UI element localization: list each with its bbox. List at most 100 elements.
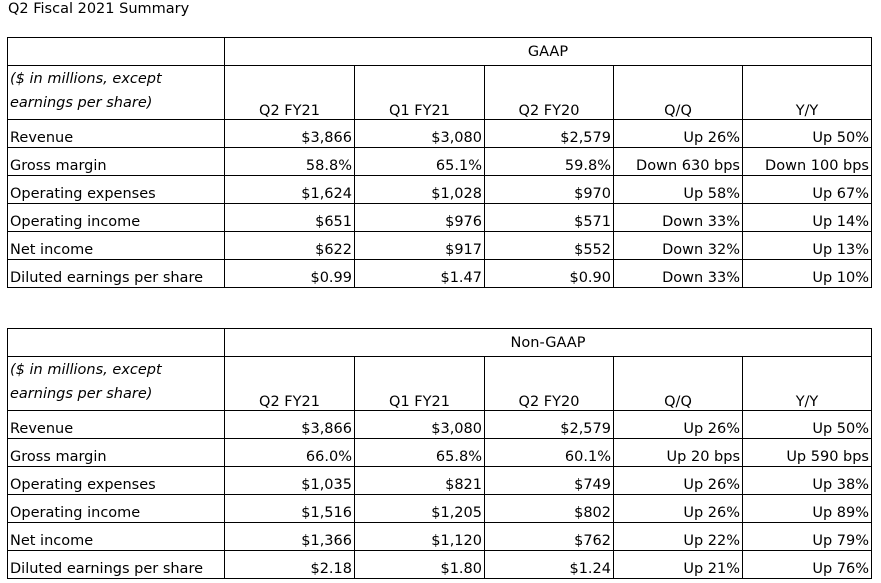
table-cell: $749 xyxy=(484,466,614,495)
table-cell: Up 89% xyxy=(742,494,872,523)
table-cell: $1,366 xyxy=(224,522,355,551)
section-header-row: GAAP xyxy=(7,37,872,66)
column-header: Q2 FY20 xyxy=(484,356,614,411)
table-cell: Up 79% xyxy=(742,522,872,551)
table-cell: Up 26% xyxy=(613,410,743,439)
row-label: Revenue xyxy=(7,410,225,439)
table-cell: Up 21% xyxy=(613,550,743,579)
table-cell: $3,080 xyxy=(354,410,485,439)
table-cell: Up 26% xyxy=(613,466,743,495)
table-cell: $976 xyxy=(354,203,485,232)
column-header-row: ($ in millions, except earnings per shar… xyxy=(7,356,872,411)
page-title: Q2 Fiscal 2021 Summary xyxy=(8,1,190,17)
table-cell: $1,028 xyxy=(354,175,485,204)
table-cell: Up 13% xyxy=(742,231,872,260)
row-label: Operating income xyxy=(7,203,225,232)
table-cell: Up 26% xyxy=(613,494,743,523)
table-row: Operating expenses $1,624 $1,028 $970 Up… xyxy=(7,175,872,204)
column-header: Q1 FY21 xyxy=(354,65,485,120)
table-cell: Up 58% xyxy=(613,175,743,204)
table-cell: $802 xyxy=(484,494,614,523)
row-label: Operating expenses xyxy=(7,175,225,204)
table-cell: $1,516 xyxy=(224,494,355,523)
column-header: Q1 FY21 xyxy=(354,356,485,411)
column-header: Q2 FY20 xyxy=(484,65,614,120)
table-cell: $2,579 xyxy=(484,119,614,148)
table-cell: Down 100 bps xyxy=(742,147,872,176)
unit-label: ($ in millions, except earnings per shar… xyxy=(7,356,225,411)
table-row: Diluted earnings per share $0.99 $1.47 $… xyxy=(7,259,872,288)
table-cell: 60.1% xyxy=(484,438,614,467)
table-cell: Up 20 bps xyxy=(613,438,743,467)
column-header: Y/Y xyxy=(742,65,872,120)
row-label: Operating expenses xyxy=(7,466,225,495)
table-cell: $0.99 xyxy=(224,259,355,288)
table-cell: 65.8% xyxy=(354,438,485,467)
table-cell: $1.24 xyxy=(484,550,614,579)
table-row: Revenue $3,866 $3,080 $2,579 Up 26% Up 5… xyxy=(7,119,872,148)
table-row: Net income $1,366 $1,120 $762 Up 22% Up … xyxy=(7,522,872,551)
table-cell: Up 22% xyxy=(613,522,743,551)
table-cell: $3,866 xyxy=(224,410,355,439)
section-spacer xyxy=(7,37,225,66)
table-cell: Down 33% xyxy=(613,203,743,232)
table-row: Operating income $1,516 $1,205 $802 Up 2… xyxy=(7,494,872,523)
table-cell: $1.80 xyxy=(354,550,485,579)
table-row: Gross margin 58.8% 65.1% 59.8% Down 630 … xyxy=(7,147,872,176)
table-cell: $970 xyxy=(484,175,614,204)
column-header: Q/Q xyxy=(613,356,743,411)
row-label: Diluted earnings per share xyxy=(7,550,225,579)
section-title: Non-GAAP xyxy=(224,328,872,357)
table-cell: $917 xyxy=(354,231,485,260)
table-cell: 59.8% xyxy=(484,147,614,176)
table-cell: $1.47 xyxy=(354,259,485,288)
column-header: Q/Q xyxy=(613,65,743,120)
table-cell: 58.8% xyxy=(224,147,355,176)
table-cell: $2,579 xyxy=(484,410,614,439)
unit-label: ($ in millions, except earnings per shar… xyxy=(7,65,225,120)
table-cell: $571 xyxy=(484,203,614,232)
table-row: Net income $622 $917 $552 Down 32% Up 13… xyxy=(7,231,872,260)
table-cell: $3,866 xyxy=(224,119,355,148)
column-header: Y/Y xyxy=(742,356,872,411)
non-gaap-summary-table: Non-GAAP ($ in millions, except earnings… xyxy=(7,328,872,579)
table-row: Operating expenses $1,035 $821 $749 Up 2… xyxy=(7,466,872,495)
table-cell: Up 26% xyxy=(613,119,743,148)
table-cell: Up 10% xyxy=(742,259,872,288)
row-label: Net income xyxy=(7,231,225,260)
section-spacer xyxy=(7,328,225,357)
table-cell: Down 32% xyxy=(613,231,743,260)
table-row: Operating income $651 $976 $571 Down 33%… xyxy=(7,203,872,232)
table-cell: $1,624 xyxy=(224,175,355,204)
table-cell: $622 xyxy=(224,231,355,260)
table-cell: $552 xyxy=(484,231,614,260)
row-label: Diluted earnings per share xyxy=(7,259,225,288)
table-cell: Down 630 bps xyxy=(613,147,743,176)
table-cell: Down 33% xyxy=(613,259,743,288)
row-label: Gross margin xyxy=(7,438,225,467)
table-row: Gross margin 66.0% 65.8% 60.1% Up 20 bps… xyxy=(7,438,872,467)
table-cell: $821 xyxy=(354,466,485,495)
table-cell: $651 xyxy=(224,203,355,232)
table-cell: $0.90 xyxy=(484,259,614,288)
table-cell: $762 xyxy=(484,522,614,551)
table-cell: Up 38% xyxy=(742,466,872,495)
row-label: Operating income xyxy=(7,494,225,523)
table-cell: Up 14% xyxy=(742,203,872,232)
table-cell: $1,205 xyxy=(354,494,485,523)
table-cell: Up 50% xyxy=(742,119,872,148)
column-header: Q2 FY21 xyxy=(224,356,355,411)
table-cell: $1,035 xyxy=(224,466,355,495)
row-label: Net income xyxy=(7,522,225,551)
table-cell: 65.1% xyxy=(354,147,485,176)
table-cell: $3,080 xyxy=(354,119,485,148)
table-cell: Up 590 bps xyxy=(742,438,872,467)
section-title: GAAP xyxy=(224,37,872,66)
table-cell: Up 76% xyxy=(742,550,872,579)
gaap-summary-table: GAAP ($ in millions, except earnings per… xyxy=(7,37,872,288)
row-label: Revenue xyxy=(7,119,225,148)
table-cell: 66.0% xyxy=(224,438,355,467)
column-header: Q2 FY21 xyxy=(224,65,355,120)
table-cell: Up 67% xyxy=(742,175,872,204)
table-row: Diluted earnings per share $2.18 $1.80 $… xyxy=(7,550,872,579)
